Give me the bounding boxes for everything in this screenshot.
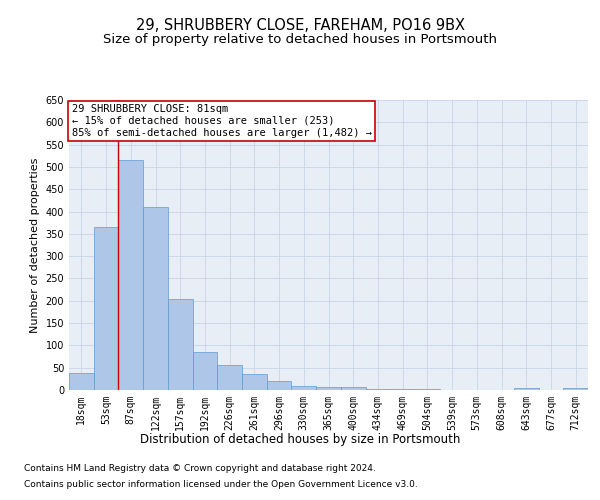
Bar	[143, 207, 168, 390]
Bar	[292, 386, 316, 390]
Bar	[563, 388, 588, 390]
Bar	[217, 366, 242, 390]
Bar	[341, 388, 365, 390]
Y-axis label: Number of detached properties: Number of detached properties	[30, 158, 40, 332]
Text: 29 SHRUBBERY CLOSE: 81sqm
← 15% of detached houses are smaller (253)
85% of semi: 29 SHRUBBERY CLOSE: 81sqm ← 15% of detac…	[71, 104, 371, 138]
Bar	[168, 298, 193, 390]
Text: Size of property relative to detached houses in Portsmouth: Size of property relative to detached ho…	[103, 32, 497, 46]
Text: 29, SHRUBBERY CLOSE, FAREHAM, PO16 9BX: 29, SHRUBBERY CLOSE, FAREHAM, PO16 9BX	[136, 18, 464, 32]
Text: Contains HM Land Registry data © Crown copyright and database right 2024.: Contains HM Land Registry data © Crown c…	[24, 464, 376, 473]
Bar	[69, 374, 94, 390]
Bar	[514, 388, 539, 390]
Bar	[118, 160, 143, 390]
Bar	[365, 389, 390, 390]
Bar	[390, 389, 415, 390]
Text: Distribution of detached houses by size in Portsmouth: Distribution of detached houses by size …	[140, 432, 460, 446]
Bar	[193, 352, 217, 390]
Bar	[242, 374, 267, 390]
Bar	[415, 389, 440, 390]
Text: Contains public sector information licensed under the Open Government Licence v3: Contains public sector information licen…	[24, 480, 418, 489]
Bar	[316, 388, 341, 390]
Bar	[94, 227, 118, 390]
Bar	[267, 381, 292, 390]
